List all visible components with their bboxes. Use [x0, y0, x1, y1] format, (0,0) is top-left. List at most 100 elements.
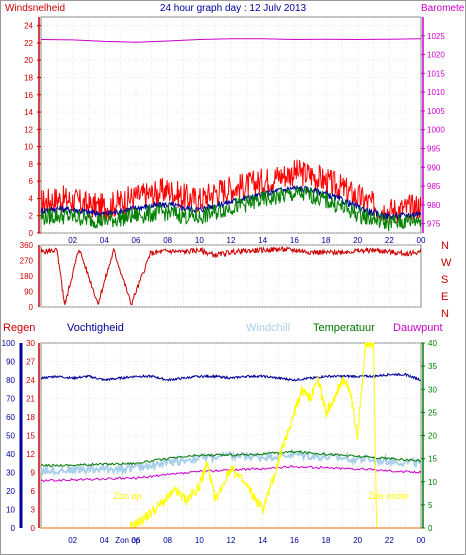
humidity-y-tick-label: 30	[6, 469, 15, 478]
rain-y-tick-label: 0	[31, 524, 36, 533]
temp-x-tick-label: 22	[385, 536, 394, 545]
baro-y-tick-label: 985	[427, 182, 441, 191]
baro-y-tick-label: 1020	[427, 51, 445, 60]
wind-x-tick-label: 22	[385, 236, 394, 245]
wind-y-tick-label: 20	[24, 56, 33, 65]
temp-x-tick-label: 00	[417, 536, 426, 545]
wind-x-tick-label: 14	[258, 236, 267, 245]
temp-x-tick-label: 20	[353, 536, 362, 545]
wind-x-tick-label: 18	[322, 236, 331, 245]
direction-y-tick-label: 90	[24, 288, 33, 297]
humidity-y-tick-label: 80	[6, 376, 15, 385]
rain-y-tick-label: 12	[26, 450, 35, 459]
direction-y-tick-label: 270	[20, 257, 34, 266]
wind-x-tick-label: 02	[68, 236, 77, 245]
baro-y-tick-label: 1025	[427, 32, 445, 41]
temp-y-tick-label: 20	[428, 432, 437, 441]
humidity-y-tick-label: 10	[6, 506, 15, 515]
rain-y-tick-label: 30	[26, 339, 35, 348]
wind-y-tick-label: 24	[24, 22, 33, 31]
humidity-y-tick-label: 20	[6, 487, 15, 496]
temp-x-tick-label: 12	[227, 536, 236, 545]
wind-y-tick-label: 18	[24, 73, 33, 82]
wind-y-tick-label: 6	[29, 177, 34, 186]
wind-y-tick-label: 10	[24, 143, 33, 152]
temp-series-2	[40, 450, 422, 468]
wind-y-tick-label: 4	[29, 194, 34, 203]
wind-x-tick-label: 20	[353, 236, 362, 245]
baro-y-tick-label: 1010	[427, 88, 445, 97]
wind-series-3	[40, 38, 422, 43]
wind-series-2	[40, 186, 422, 232]
humidity-y-tick-label: 40	[6, 450, 15, 459]
temp-y-tick-label: 10	[428, 478, 437, 487]
humidity-y-tick-label: 0	[11, 524, 16, 533]
rain-y-tick-label: 6	[31, 487, 36, 496]
dauwpunt-label: Dauwpunt	[393, 322, 443, 334]
wind-x-tick-label: 16	[290, 236, 299, 245]
wind-y-tick-label: 2	[29, 212, 34, 221]
compass-label: E	[441, 291, 448, 303]
baro-y-tick-label: 975	[427, 220, 441, 229]
temp-y-tick-label: 35	[428, 362, 437, 371]
temp-x-tick-label: 08	[163, 536, 172, 545]
direction-series	[40, 245, 422, 306]
baro-y-tick-label: 995	[427, 144, 441, 153]
temp-y-tick-label: 30	[428, 385, 437, 394]
compass-label: W	[441, 257, 452, 269]
compass-label: N	[441, 240, 449, 252]
regen-label: Regen	[3, 322, 35, 334]
temp-series-4	[129, 342, 378, 530]
temp-series-1	[40, 447, 422, 477]
baro-y-tick-label: 980	[427, 201, 441, 210]
wind-y-tick-label: 16	[24, 91, 33, 100]
baro-y-tick-label: 1000	[427, 126, 445, 135]
temp-x-tick-label: 04	[100, 536, 109, 545]
humidity-y-tick-label: 50	[6, 432, 15, 441]
wind-y-tick-label: 8	[29, 160, 34, 169]
wind-y-tick-label: 14	[24, 108, 33, 117]
rain-y-tick-label: 9	[31, 469, 36, 478]
temp-series-0	[40, 372, 422, 382]
temp-x-tick-label: 16	[290, 536, 299, 545]
sunrise-axis-label: Zon op	[115, 536, 140, 545]
humidity-y-tick-label: 70	[6, 395, 15, 404]
windsnelheid-label: Windsnelheid	[5, 3, 65, 14]
temp-y-tick-label: 15	[428, 455, 437, 464]
temp-x-tick-label: 06	[132, 536, 141, 545]
page-title: 24 hour graph day : 12 Julv 2013	[160, 3, 307, 14]
temp-y-tick-label: 5	[428, 501, 433, 510]
wind-y-tick-label: 0	[29, 229, 34, 238]
rain-y-tick-label: 27	[26, 358, 35, 367]
humidity-y-tick-label: 60	[6, 413, 15, 422]
sunrise-label: Zon op	[114, 491, 142, 501]
wind-x-tick-label: 04	[100, 236, 109, 245]
temp-y-tick-label: 25	[428, 408, 437, 417]
temperatuur-label: Temperatuur	[313, 322, 375, 334]
humidity-y-tick-label: 100	[2, 339, 16, 348]
vochtigheid-label: Vochtigheid	[67, 322, 124, 334]
wind-y-tick-label: 12	[24, 125, 33, 134]
direction-y-tick-label: 0	[29, 303, 34, 312]
temp-x-tick-label: 02	[68, 536, 77, 545]
wind-y-tick-label: 22	[24, 39, 33, 48]
rain-y-tick-label: 18	[26, 413, 35, 422]
sunset-label: Zon onder	[368, 491, 409, 501]
baro-y-tick-label: 990	[427, 163, 441, 172]
wind-x-tick-label: 06	[132, 236, 141, 245]
windchill-label: Windchill	[246, 322, 290, 334]
humidity-y-tick-label: 90	[6, 358, 15, 367]
baro-y-tick-label: 1015	[427, 69, 445, 78]
direction-y-tick-label: 360	[20, 241, 34, 250]
baro-y-tick-label: 1005	[427, 107, 445, 116]
compass-label: N	[441, 308, 449, 320]
compass-label: S	[441, 274, 448, 286]
rain-y-tick-label: 15	[26, 432, 35, 441]
wind-x-tick-label: 08	[163, 236, 172, 245]
direction-y-tick-label: 180	[20, 272, 34, 281]
temp-y-tick-label: 40	[428, 339, 437, 348]
wind-x-tick-label: 00	[417, 236, 426, 245]
temp-x-tick-label: 14	[258, 536, 267, 545]
